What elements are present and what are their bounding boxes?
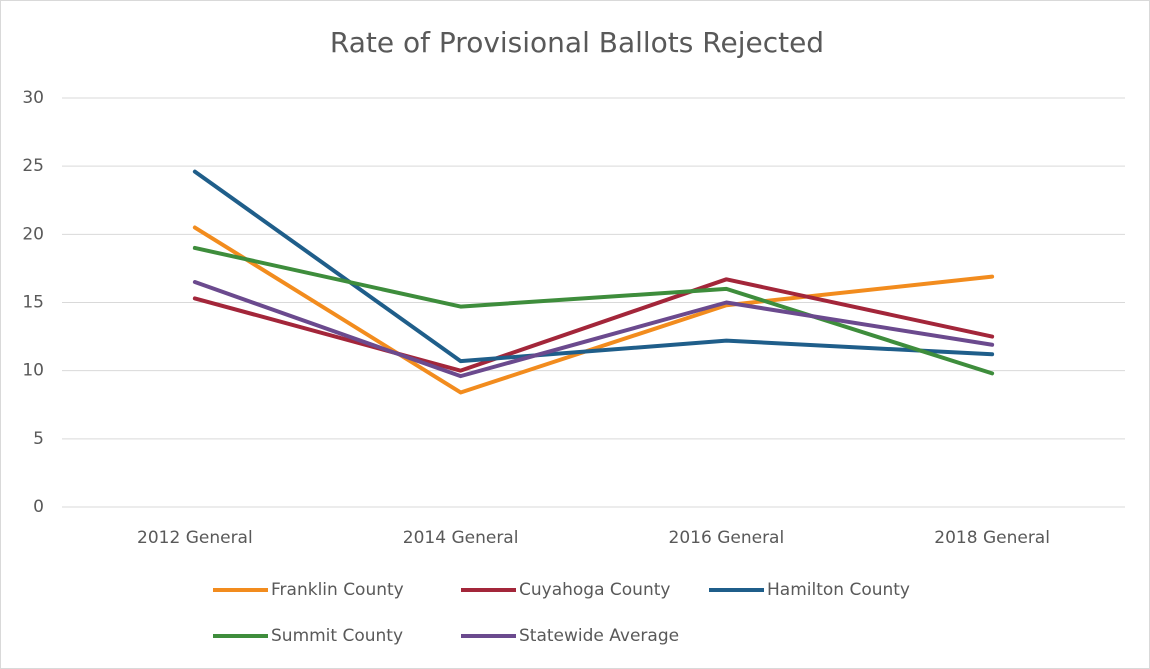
chart-title: Rate of Provisional Ballots Rejected — [330, 26, 824, 59]
legend-label: Cuyahoga County — [519, 580, 670, 600]
legend-label: Franklin County — [271, 580, 404, 600]
legend-label: Statewide Average — [519, 626, 679, 646]
x-tick-label: 2018 General — [934, 528, 1050, 548]
x-tick-label: 2012 General — [137, 528, 253, 548]
x-tick-label: 2016 General — [669, 528, 785, 548]
x-tick-label: 2014 General — [403, 528, 519, 548]
y-tick-label: 15 — [22, 293, 44, 313]
series-line — [192, 245, 995, 376]
y-tick-label: 20 — [22, 224, 44, 244]
series-line — [192, 277, 995, 373]
legend-label: Hamilton County — [767, 580, 910, 600]
y-tick-label: 30 — [22, 88, 44, 108]
series-line — [192, 225, 995, 395]
y-tick-label: 10 — [22, 361, 44, 381]
legend-label: Summit County — [271, 626, 403, 646]
y-tick-label: 0 — [33, 497, 44, 517]
y-tick-label: 25 — [22, 156, 44, 176]
y-tick-label: 5 — [33, 429, 44, 449]
series-line — [192, 280, 995, 379]
series-line — [192, 169, 995, 364]
